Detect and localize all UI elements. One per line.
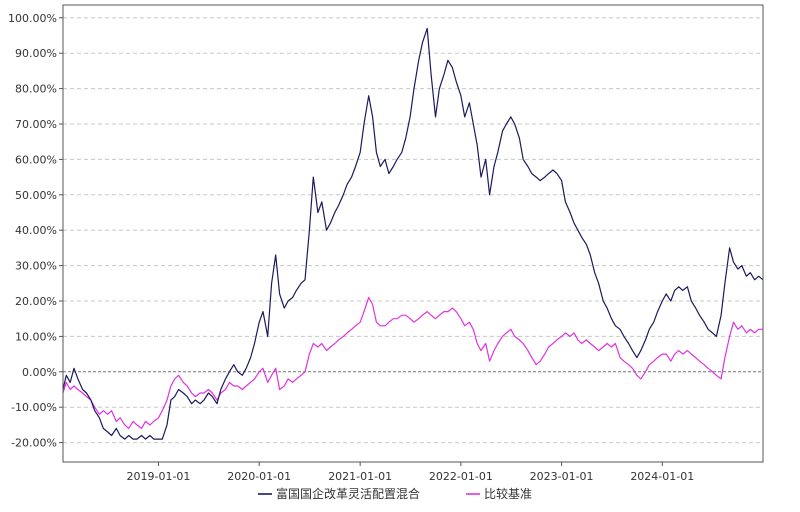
y-tick-label: 0.00%: [22, 366, 57, 379]
x-tick-label: 2019-01-01: [126, 470, 190, 483]
benchmark-line: [62, 296, 763, 429]
y-tick-label: 40.00%: [15, 224, 57, 237]
legend-label: 比较基准: [484, 486, 532, 501]
x-tick-label: 2021-01-01: [328, 470, 392, 483]
x-tick-label: 2024-01-01: [630, 470, 694, 483]
legend-label: 富国国企改革灵活配置混合: [276, 486, 420, 501]
y-tick-label: 50.00%: [15, 189, 57, 202]
fund-line: [62, 27, 764, 440]
y-tick-label: 60.00%: [15, 153, 57, 166]
y-tick-label: 30.00%: [15, 260, 57, 273]
x-tick-label: 2023-01-01: [530, 470, 594, 483]
grid-lines: [63, 17, 763, 444]
legend: 富国国企改革灵活配置混合 比较基准: [258, 486, 532, 501]
y-tick-label: 100.00%: [8, 12, 57, 25]
y-tick-label: -20.00%: [11, 437, 57, 450]
y-tick-label: 10.00%: [15, 330, 57, 343]
x-axis-ticks: 2019-01-01 2020-01-01 2021-01-01 2022-01-01…: [126, 462, 694, 483]
y-tick-label: 80.00%: [15, 83, 57, 96]
plot-frame: [62, 4, 764, 463]
y-tick-label: 90.00%: [15, 47, 57, 60]
y-tick-label: 20.00%: [15, 295, 57, 308]
y-axis-ticks: 100.00% 90.00% 80.00% 70.00% 60.00% 50.00% 40.…: [8, 12, 63, 450]
series-lines: [62, 27, 764, 440]
x-tick-label: 2020-01-01: [227, 470, 291, 483]
y-tick-label: -10.00%: [11, 401, 57, 414]
y-tick-label: 70.00%: [15, 118, 57, 131]
x-tick-label: 2022-01-01: [429, 470, 493, 483]
